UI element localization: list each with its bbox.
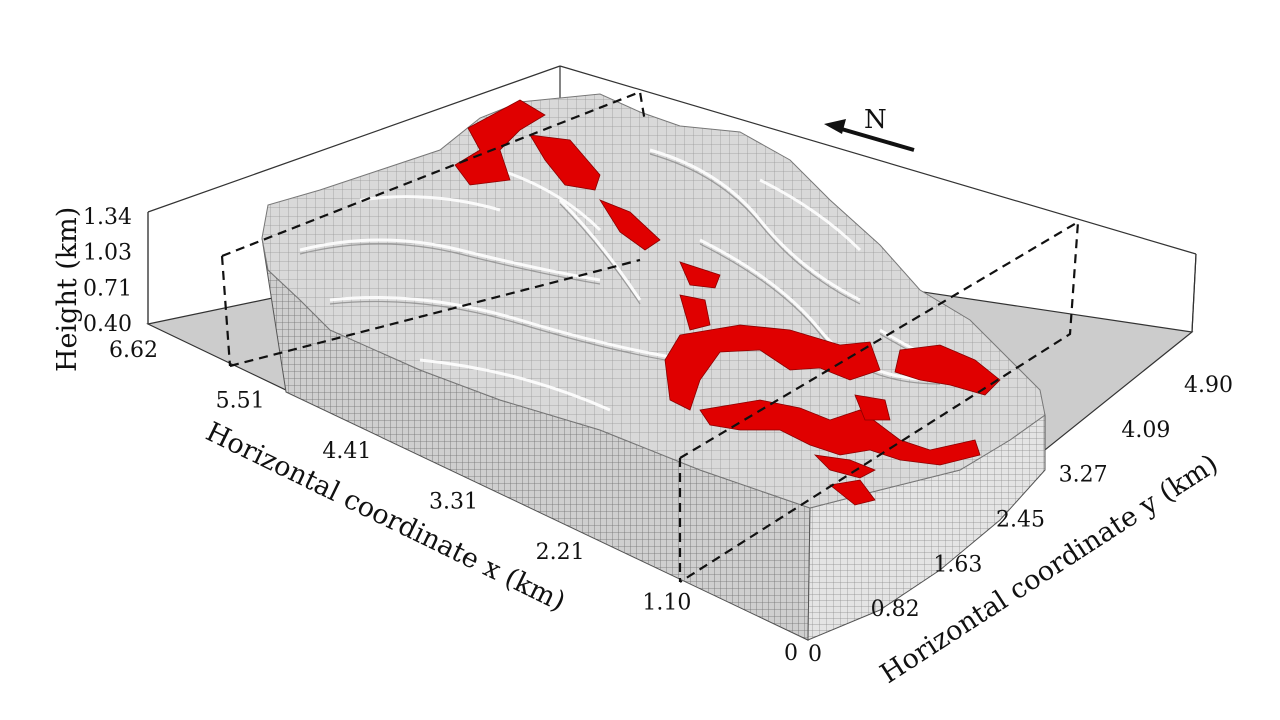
y-tick-2: 1.63 <box>933 552 982 577</box>
north-label: N <box>864 105 887 135</box>
z-tick-3: 1.34 <box>83 205 132 230</box>
y-tick-4: 3.27 <box>1059 463 1108 488</box>
y-axis-ticks: 0 0.82 1.63 2.45 3.27 4.09 4.90 <box>808 373 1233 667</box>
bounding-box-front <box>147 212 1197 333</box>
highlighted-voxels <box>454 99 1001 506</box>
x-tick-2: 2.21 <box>536 540 585 565</box>
x-tick-3: 3.31 <box>429 490 478 515</box>
z-tick-0: 0.40 <box>83 312 132 337</box>
y-tick-1: 0.82 <box>871 597 920 622</box>
y-tick-0: 0 <box>808 642 822 667</box>
x-tick-1: 1.10 <box>642 591 691 616</box>
terrain-top-surface <box>261 93 1046 509</box>
y-tick-5: 4.09 <box>1121 418 1170 443</box>
y-tick-3: 2.45 <box>996 508 1045 533</box>
x-tick-5: 5.51 <box>216 389 265 414</box>
section-planes <box>220 90 1080 583</box>
x-axis-ticks: 0 1.10 2.21 3.31 4.41 5.51 6.62 <box>109 338 798 666</box>
z-tick-2: 1.03 <box>83 241 132 266</box>
x-tick-6: 6.62 <box>109 338 158 363</box>
x-tick-4: 4.41 <box>322 439 371 464</box>
z-axis-ticks: 0.40 0.71 1.03 1.34 <box>83 205 132 337</box>
z-tick-1: 0.71 <box>83 276 132 301</box>
y-tick-6: 4.90 <box>1184 373 1233 398</box>
z-axis-title: Height (km) <box>52 207 83 372</box>
north-arrow: N <box>824 105 915 152</box>
x-tick-0: 0 <box>784 641 798 666</box>
